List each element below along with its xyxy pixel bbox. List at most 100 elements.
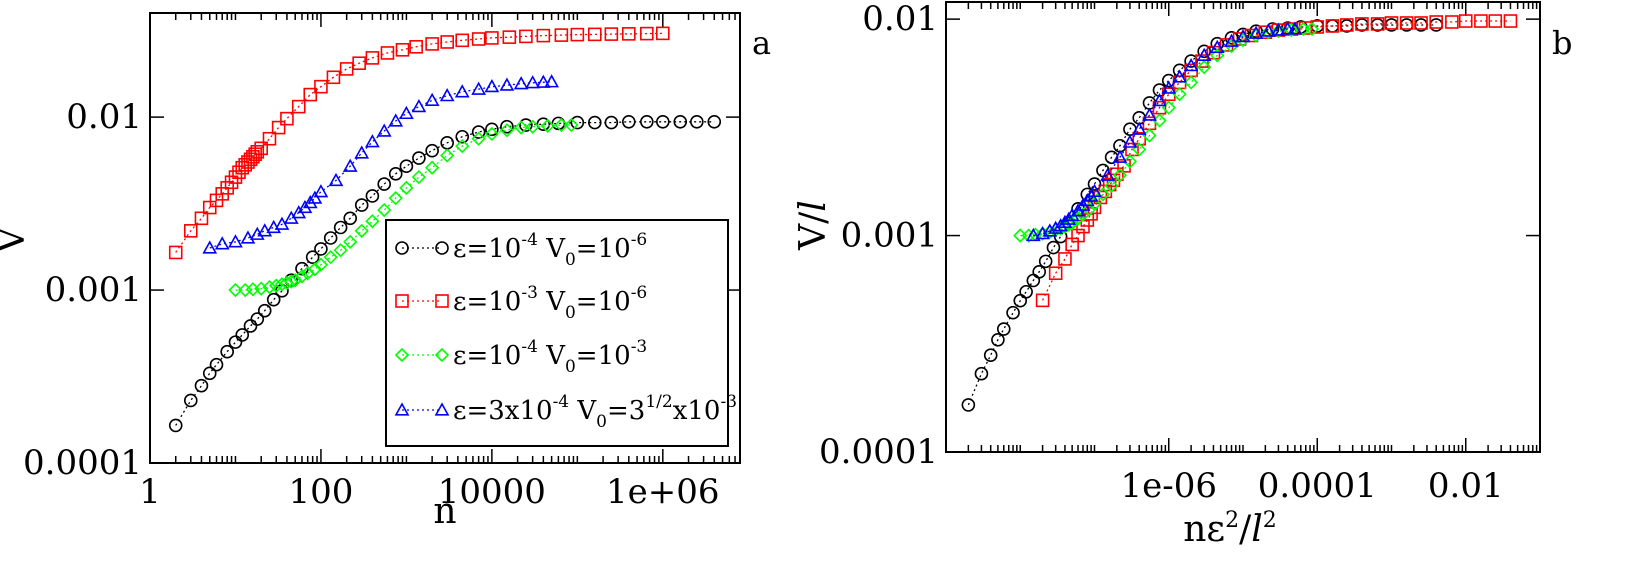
data-point-blue — [1064, 207, 1080, 221]
data-point-blue — [342, 158, 358, 172]
data-point-red — [1503, 14, 1518, 28]
data-point-green — [1224, 39, 1239, 54]
data-point-red — [380, 46, 395, 60]
data-point-green — [1122, 154, 1138, 169]
data-point-red — [1310, 20, 1325, 34]
data-point-red — [1339, 18, 1354, 32]
data-point-red — [640, 26, 654, 41]
y-tick-label: 0.0001 — [819, 432, 938, 472]
data-point-blue — [240, 230, 256, 244]
series-black — [961, 18, 1444, 412]
data-point-green — [254, 281, 269, 296]
data-point-green — [354, 223, 369, 238]
data-point-red — [365, 51, 380, 65]
data-point-blue — [1196, 47, 1212, 61]
legend-label: ε=10-4 V0=10-6 — [453, 230, 647, 270]
panel-b-ticks: 0.0001 0.001 0.01 1e-06 0.0001 0.01 — [819, 0, 1541, 506]
data-point-blue — [544, 74, 559, 88]
data-point-green — [1183, 75, 1199, 90]
data-point-black — [1249, 24, 1263, 38]
data-point-black — [961, 398, 976, 412]
data-point-black — [183, 393, 198, 408]
data-point-green — [1304, 21, 1320, 37]
data-point-red — [409, 40, 423, 54]
panel-b-ylabel: V/l — [793, 200, 834, 251]
data-point-red — [570, 27, 585, 42]
data-point-red — [168, 245, 183, 260]
data-point-green — [1284, 22, 1299, 38]
data-point-blue — [1122, 134, 1138, 148]
data-point-black — [305, 250, 320, 264]
data-point-blue — [228, 234, 243, 248]
panel-a-letter: a — [752, 24, 771, 62]
data-point-black — [656, 114, 670, 129]
data-point-red — [471, 32, 486, 46]
data-point-blue — [525, 75, 541, 89]
data-point-red — [440, 35, 454, 49]
data-point-green — [307, 262, 323, 277]
data-point-blue — [1112, 149, 1128, 163]
legend-item-blue: ε=3x10-4 V0=31/2x10-3 — [394, 392, 737, 432]
data-point-green — [294, 269, 310, 284]
data-point-black — [587, 115, 602, 130]
data-point-black — [485, 122, 499, 137]
data-point-red — [622, 27, 636, 41]
panel-b-letter: b — [1552, 24, 1572, 62]
data-point-blue — [1042, 223, 1058, 237]
data-point-green — [1082, 202, 1097, 217]
data-point-red — [1071, 228, 1085, 243]
data-point-green — [323, 250, 338, 265]
data-point-green — [313, 257, 329, 272]
data-point-red — [1445, 15, 1459, 29]
data-point-red — [1429, 15, 1444, 29]
data-point-black — [425, 143, 439, 158]
data-point-blue — [424, 92, 440, 106]
panel-b-xlabel: nε2/l2 — [1183, 508, 1277, 550]
data-point-green — [365, 214, 380, 229]
data-point-red — [326, 70, 341, 85]
data-point-black — [1006, 305, 1020, 320]
data-point-red — [291, 99, 306, 114]
data-point-black — [365, 189, 380, 203]
data-point-blue — [399, 105, 414, 120]
data-point-black — [323, 231, 338, 245]
legend-items: ε=10-4 V0=10-6 ε=10-3 V0=10-6 ε=10-4 V0=10… — [394, 230, 737, 432]
data-point-blue — [1152, 93, 1167, 107]
x-tick-label: 1e+06 — [606, 472, 720, 512]
legend-marker — [394, 347, 410, 363]
data-point-blue — [1248, 25, 1264, 39]
data-point-black — [622, 114, 636, 129]
data-point-red — [262, 131, 277, 146]
series-line-red — [1042, 20, 1511, 301]
data-point-black — [570, 115, 585, 130]
data-point-red — [271, 120, 286, 135]
data-point-blue — [535, 74, 551, 88]
x-tick-label: 100 — [288, 472, 353, 512]
legend-box — [385, 219, 729, 447]
data-point-black — [519, 118, 533, 132]
data-point-red — [502, 30, 517, 44]
data-point-blue — [1061, 211, 1077, 225]
data-point-blue — [1087, 183, 1102, 197]
data-point-black — [1046, 240, 1061, 255]
data-point-green — [425, 160, 440, 175]
data-point-blue — [313, 184, 329, 198]
series-line-green — [1020, 28, 1312, 237]
data-point-blue — [202, 240, 218, 254]
data-point-green — [288, 273, 303, 288]
data-point-blue — [1142, 107, 1157, 121]
data-point-black — [412, 151, 426, 165]
data-point-green — [1013, 228, 1028, 243]
data-point-black — [343, 211, 358, 226]
data-point-blue — [1280, 21, 1296, 35]
data-point-blue — [1100, 167, 1115, 181]
data-point-red — [656, 26, 670, 41]
data-point-blue — [1287, 21, 1303, 35]
data-point-blue — [1183, 57, 1199, 72]
data-point-black — [500, 119, 514, 134]
panel-a: 0.0001 0.001 0.01 1 100 10000 1e+06 n V a ε=10… — [0, 12, 771, 532]
data-point-red — [395, 43, 410, 57]
data-point-green — [564, 117, 579, 133]
data-point-black — [168, 418, 183, 433]
